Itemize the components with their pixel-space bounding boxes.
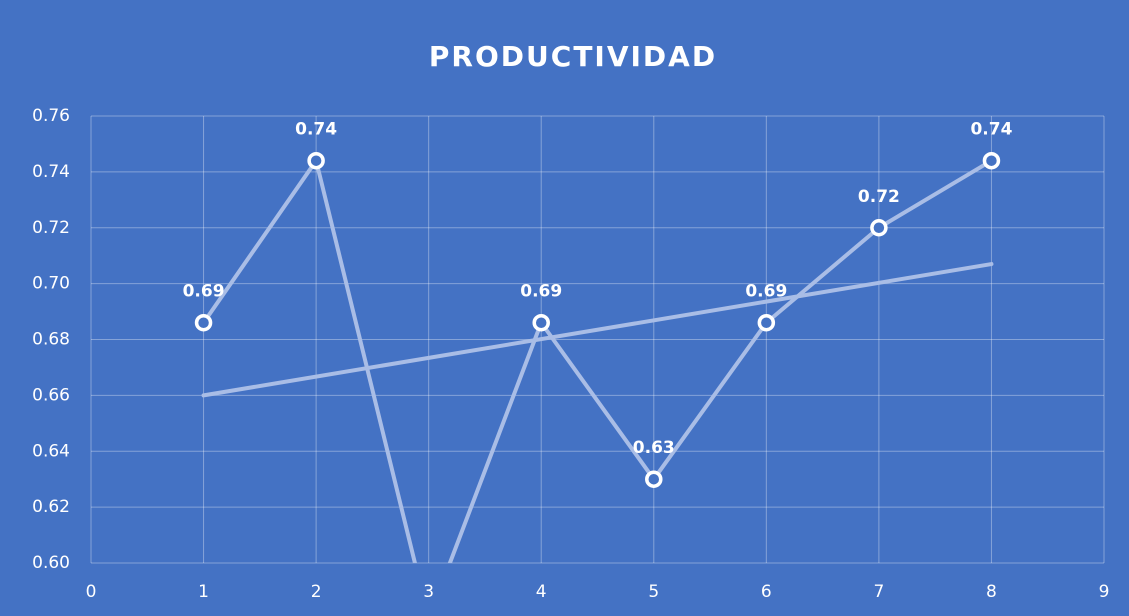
marker [870, 219, 888, 237]
marker [194, 313, 213, 332]
x-tick-label: 0 [86, 582, 97, 602]
data-label: 0.74 [295, 120, 337, 140]
x-tick-label: 9 [1099, 582, 1110, 602]
x-tick-label: 5 [648, 582, 659, 602]
line [201, 158, 993, 563]
data-label: 0.63 [633, 438, 675, 458]
x-tick-label: 7 [873, 582, 884, 602]
marker [757, 313, 776, 332]
trendline [201, 262, 994, 398]
marker [982, 151, 1001, 170]
marker [532, 313, 550, 332]
marker [307, 151, 325, 170]
y-tick-label: 0.60 [32, 553, 70, 573]
plot-area [194, 151, 1001, 563]
y-tick-label: 0.74 [32, 162, 70, 182]
chart-title: PRODUCTIVIDAD [429, 40, 717, 73]
x-tick-label: 6 [761, 582, 772, 602]
y-tick-label: 0.66 [32, 385, 70, 405]
x-tick-label: 8 [986, 582, 997, 602]
y-tick-label: 0.76 [32, 106, 70, 126]
data-label: 0.69 [520, 282, 562, 302]
x-tick-label: 2 [311, 582, 322, 602]
data-label: 0.69 [183, 282, 225, 302]
y-tick-label: 0.62 [32, 497, 70, 517]
data-label: 0.72 [858, 187, 900, 207]
data-label: 0.69 [745, 282, 787, 302]
y-tick-label: 0.68 [32, 330, 70, 350]
x-tick-label: 1 [198, 582, 209, 602]
y-tick-label: 0.70 [32, 274, 70, 294]
x-tick-label: 4 [536, 582, 547, 602]
x-tick-label: 3 [423, 582, 434, 602]
marker [645, 470, 663, 488]
y-tick-label: 0.72 [32, 218, 70, 238]
data-label: 0.74 [970, 120, 1012, 140]
y-tick-label: 0.64 [32, 441, 70, 461]
